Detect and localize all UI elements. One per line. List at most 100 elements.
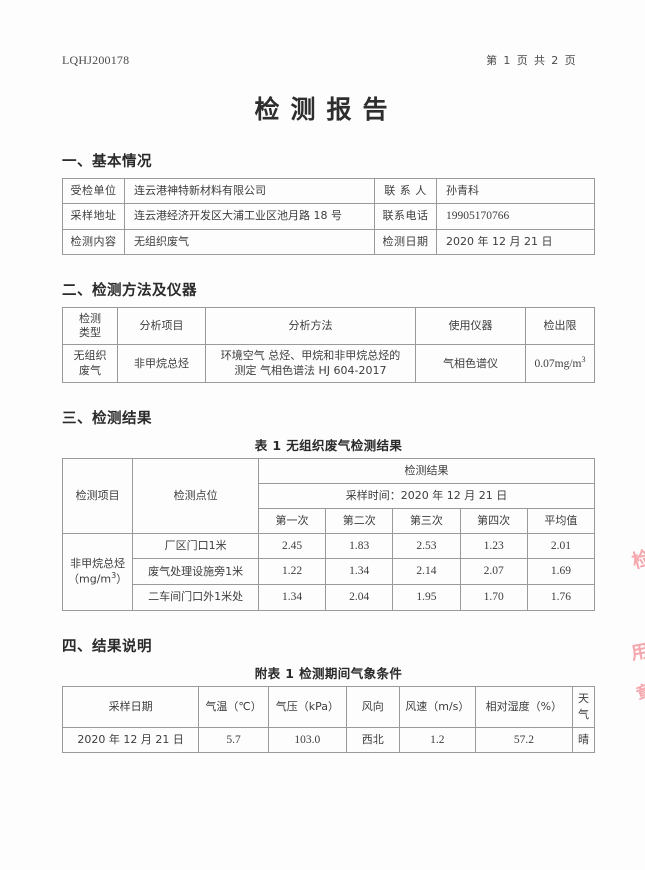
row-value-unit: 连云港神特新材料有限公司 [124,178,375,204]
header-humidity: 相对湿度（%） [474,685,574,728]
header-detection-type-line2: 类型 [79,325,101,339]
cell-run-4: 2.07 [459,558,528,586]
cell-average: 1.76 [526,584,596,611]
header-detection-type-line1: 检测 [79,311,101,325]
cell-run-1: 1.34 [257,584,327,611]
table-row: 无组织 废气 非甲烷总烃 环境空气 总烃、甲烷和非甲烷总烃的 测定 气相色谱法 … [62,344,595,383]
cell-point-name: 废气处理设施旁1米 [132,558,259,586]
row-label-content: 检测内容 [62,228,125,255]
header-instrument: 使用仪器 [415,306,526,346]
table-row: 受检单位 连云港神特新材料有限公司 联 系 人 孙青科 [62,178,595,204]
row-value-content: 无组织废气 [124,228,375,255]
row-label-phone: 联系电话 [374,203,437,230]
results-table-caption: 表 1 无组织废气检测结果 [254,437,403,453]
cell-sampling-date: 2020 年 12 月 21 日 [61,726,200,754]
cell-instrument: 气相色谱仪 [415,344,526,383]
header-weather: 天气 [572,685,595,728]
cell-method-line1: 环境空气 总烃、甲烷和非甲烷总烃的 [220,349,401,363]
header-test-point: 检测点位 [132,457,259,534]
row-label-address: 采样地址 [62,203,125,230]
table-row: 二车间门口外1米处 1.34 2.04 1.95 1.70 1.76 [63,584,596,611]
header-detection-limit: 检出限 [525,306,595,346]
cell-point-name: 二车间门口外1米处 [132,584,259,611]
test-item-unit-sup: 3 [111,570,117,580]
methods-table: 检测 类型 分析项目 分析方法 使用仪器 检出限 无组织 废气 非甲烷总烃 环境… [62,306,595,383]
cell-wind-speed: 1.2 [398,726,476,754]
row-label-date: 检测日期 [374,228,437,255]
table-header-row: 第一次 第二次 第三次 第四次 平均值 [63,507,596,534]
table-header-row: 采样时间：2020 年 12 月 21 日 [63,482,596,509]
header-sampling-date: 采样日期 [61,685,200,728]
results-table: 检测项目 检测点位 检测结果 采样时间：2020 年 12 月 21 日 第一次… [61,457,596,611]
cell-pressure: 103.0 [268,726,347,754]
basic-info-table: 受检单位 连云港神特新材料有限公司 联 系 人 孙青科 采样地址 连云港经济开发… [62,178,595,255]
document-header: LQHJ200178 第 1 页 共 2 页 [62,52,595,68]
cell-humidity: 57.2 [474,726,574,754]
cell-temperature: 5.7 [198,726,269,754]
header-sampling-time: 采样时间：2020 年 12 月 21 日 [257,482,596,509]
cell-detection-type-line2: 废气 [79,363,101,377]
header-temperature: 气温（℃） [198,685,269,728]
document-number: LQHJ200178 [62,53,130,67]
cell-run-4: 1.70 [459,584,528,611]
header-test-item: 检测项目 [61,457,134,534]
cell-run-3: 2.14 [392,558,461,586]
header-analysis-item: 分析项目 [117,306,206,346]
limit-value: 0.07mg/m [534,358,582,371]
row-value-date: 2020 年 12 月 21 日 [436,228,595,255]
cell-run-2: 1.34 [325,558,394,586]
cell-run-4: 1.23 [459,532,528,560]
header-result-group: 检测结果 [257,457,596,484]
cell-weather: 晴 [572,726,595,754]
cell-detection-type-line1: 无组织 [73,349,107,363]
row-label-unit: 受检单位 [62,178,125,204]
header-average: 平均值 [526,507,596,534]
cell-method-line2: 测定 气相色谱法 HJ 604-2017 [234,363,387,377]
table-row: 检测内容 无组织废气 检测日期 2020 年 12 月 21 日 [62,228,595,255]
section-heading-methods: 二、检测方法及仪器 [62,282,197,299]
table-header-row: 检测 类型 分析项目 分析方法 使用仪器 检出限 [62,306,595,346]
cell-detection-type: 无组织 废气 [62,344,118,383]
header-run-1: 第一次 [257,507,327,534]
test-item-unit-post: ） [116,572,128,586]
section-heading-results: 三、检测结果 [62,410,152,427]
header-run-4: 第四次 [459,507,528,534]
header-analysis-method: 分析方法 [205,306,416,346]
page-title: 检测报告 [254,95,399,124]
table-row: 非甲烷总烃 （mg/m3） 厂区门口1米 2.45 1.83 2.53 1.23… [61,532,596,611]
table-header-row: 采样日期 气温（℃） 气压（kPa） 风向 风速（m/s） 相对湿度（%） 天气 [61,685,595,728]
cell-analysis-method: 环境空气 总烃、甲烷和非甲烷总烃的 测定 气相色谱法 HJ 604-2017 [205,344,416,383]
cell-run-2: 1.83 [325,532,394,560]
cell-run-3: 2.53 [392,532,461,560]
section-heading-explanation: 四、结果说明 [62,638,152,655]
cell-average: 1.69 [526,558,596,586]
header-run-2: 第二次 [325,507,394,534]
cell-run-1: 2.45 [257,532,327,560]
section-heading-basic-info: 一、基本情况 [62,154,152,170]
row-label-contact: 联 系 人 [374,178,437,204]
table-row: 2020 年 12 月 21 日 5.7 103.0 西北 1.2 57.2 晴 [61,726,595,754]
cell-wind-direction: 西北 [345,726,400,754]
cell-run-2: 2.04 [325,584,394,611]
cell-average: 2.01 [526,532,596,560]
cell-analysis-item: 非甲烷总烃 [117,344,206,383]
header-wind-speed: 风速（m/s） [398,685,476,728]
header-wind-direction: 风向 [345,685,400,728]
limit-superscript: 3 [581,355,586,365]
test-item-unit-pre: （mg/m [68,572,112,586]
test-item-name: 非甲烷总烃 [70,556,126,570]
cell-point-name: 厂区门口1米 [132,532,259,560]
header-detection-type: 检测 类型 [62,306,118,346]
weather-table: 采样日期 气温（℃） 气压（kPa） 风向 风速（m/s） 相对湿度（%） 天气… [61,685,595,754]
weather-table-caption: 附表 1 检测期间气象条件 [254,665,403,681]
table-header-row: 检测项目 检测点位 检测结果 [61,457,596,534]
red-seal-fragment-bottom: 章 [633,680,645,706]
cell-detection-limit: 0.07mg/m3 [525,344,595,383]
table-row: 采样地址 连云港经济开发区大浦工业区池月路 18 号 联系电话 19905170… [62,203,595,230]
red-seal-fragment-top: 检 [629,546,645,574]
row-value-phone: 19905170766 [436,203,595,230]
header-pressure: 气压（kPa） [268,685,347,728]
table-row: 废气处理设施旁1米 1.22 1.34 2.14 2.07 1.69 [63,558,596,586]
cell-run-3: 1.95 [392,584,461,611]
cell-run-1: 1.22 [257,558,327,586]
